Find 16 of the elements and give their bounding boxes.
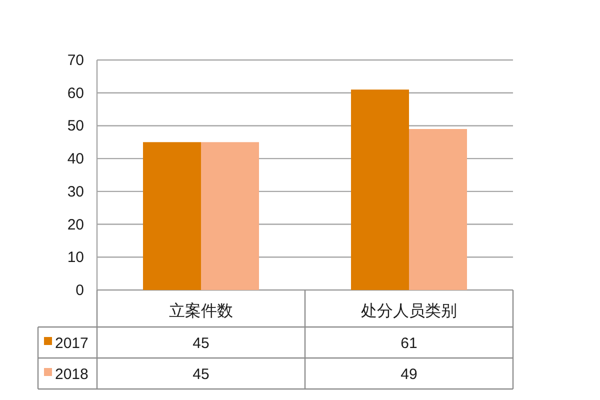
y-tick-label: 40	[67, 150, 84, 168]
legend-label: 2017	[55, 335, 88, 352]
x-tick-label: 处分人员类别	[361, 303, 457, 320]
y-tick-label: 30	[67, 183, 84, 200]
data-label: 49	[400, 366, 418, 383]
data-label: 61	[400, 335, 418, 352]
y-tick-label: 20	[67, 216, 84, 234]
x-tick-label: 立案件数	[169, 303, 233, 320]
y-tick-label: 0	[76, 282, 84, 299]
y-tick-label: 50	[67, 118, 84, 135]
y-tick-label: 60	[67, 84, 84, 102]
y-tick-label: 70	[67, 52, 84, 69]
data-label: 45	[192, 366, 210, 383]
legend-label: 2018	[55, 366, 88, 383]
y-tick-label: 10	[67, 249, 84, 266]
data-label: 45	[192, 335, 210, 352]
